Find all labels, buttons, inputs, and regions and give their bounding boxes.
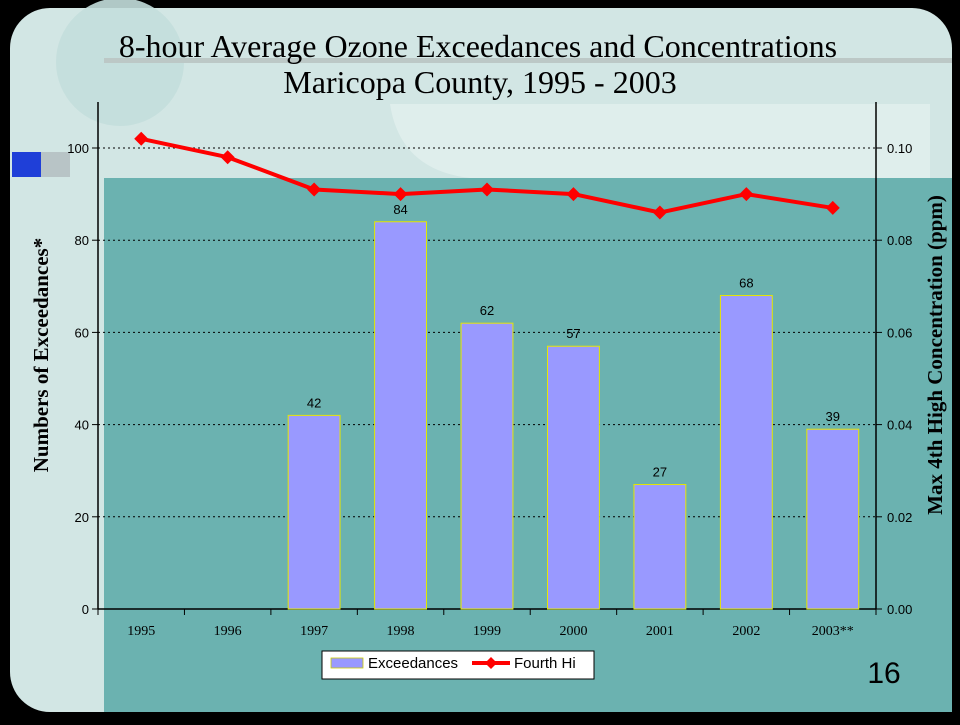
- y-tick-label: 0: [82, 602, 89, 617]
- bar: [719, 295, 773, 610]
- fourth-hi-marker: [393, 187, 408, 202]
- y2-tick-label: 0.02: [887, 510, 912, 525]
- x-tick-label: 2001: [646, 624, 674, 639]
- bar: [287, 414, 341, 610]
- bar-data-label: 84: [393, 202, 407, 217]
- bar: [460, 322, 514, 610]
- y-axis-title: Numbers of Exceedances*: [29, 238, 53, 472]
- chart-title: 8-hour Average Ozone Exceedances and Con…: [119, 28, 837, 64]
- y2-tick-label: 0.00: [887, 602, 912, 617]
- fourth-hi-marker: [307, 182, 322, 197]
- y-tick-label: 60: [75, 325, 89, 340]
- fourth-hi-marker: [220, 150, 235, 165]
- y2-tick-label: 0.08: [887, 233, 912, 248]
- legend-box: [321, 650, 595, 680]
- x-ticks: 1995 1996 1997 1998 1999 2000 2001 2002 2003**: [97, 609, 877, 639]
- decor-square-gray: [41, 152, 70, 177]
- page-number: 16: [867, 657, 900, 690]
- x-tick-label: 1997: [300, 624, 328, 639]
- x-tick-label: 2000: [559, 624, 587, 639]
- bar-data-label: 42: [307, 395, 321, 410]
- x-tick-label: 2002: [732, 624, 760, 639]
- bar: [547, 345, 600, 610]
- legend-swatch-exceedances: [330, 657, 364, 669]
- line-series: [134, 131, 840, 220]
- bar-data-label: 27: [653, 465, 667, 480]
- x-tick-label: 2003**: [812, 624, 854, 639]
- y2-tick-label: 0.06: [887, 325, 912, 340]
- decor-arc: [390, 104, 930, 178]
- y-tick-label: 100: [67, 141, 89, 156]
- bars: 42 84 62 57 27 68 39: [287, 202, 860, 610]
- y-tick-label: 40: [75, 418, 89, 433]
- title-underline: [104, 58, 952, 63]
- y-tick-label: 80: [75, 233, 89, 248]
- x-tick-label: 1995: [127, 624, 155, 639]
- legend-label-fourth-hi: Fourth Hi: [514, 655, 576, 672]
- fourth-hi-marker: [652, 205, 667, 220]
- legend-label-exceedances: Exceedances: [368, 655, 458, 672]
- fourth-hi-marker: [566, 187, 581, 202]
- y2-tick-label: 0.04: [887, 418, 912, 433]
- y-tick-label: 20: [75, 510, 89, 525]
- y2-tick-label: 0.10: [887, 141, 912, 156]
- y2-axis-title: Max 4th High Concentration (ppm): [923, 195, 947, 515]
- fourth-hi-marker: [480, 182, 494, 197]
- legend-marker-fourth-hi: [485, 657, 497, 669]
- x-tick-label: 1999: [473, 624, 501, 639]
- bar-data-label: 57: [566, 326, 580, 341]
- chart-subtitle: Maricopa County, 1995 - 2003: [283, 64, 676, 100]
- x-tick-label: 1998: [387, 624, 415, 639]
- bar-data-label: 39: [826, 409, 840, 424]
- fourth-hi-marker: [825, 200, 840, 215]
- decor-square-blue: [12, 152, 41, 177]
- fourth-hi-marker: [739, 187, 754, 202]
- bar-data-label: 68: [739, 276, 753, 291]
- bar: [374, 221, 427, 610]
- bar: [633, 484, 687, 610]
- legend: Exceedances Fourth Hi: [321, 650, 595, 680]
- bar-data-label: 62: [480, 303, 494, 318]
- y-ticks-left: 0 20 40 60 80 100: [67, 141, 98, 617]
- y-ticks-right: 0.00 0.02 0.04 0.06 0.08 0.10: [876, 141, 912, 617]
- x-tick-label: 1996: [214, 624, 242, 639]
- bar: [806, 428, 860, 610]
- fourth-hi-marker: [134, 131, 149, 146]
